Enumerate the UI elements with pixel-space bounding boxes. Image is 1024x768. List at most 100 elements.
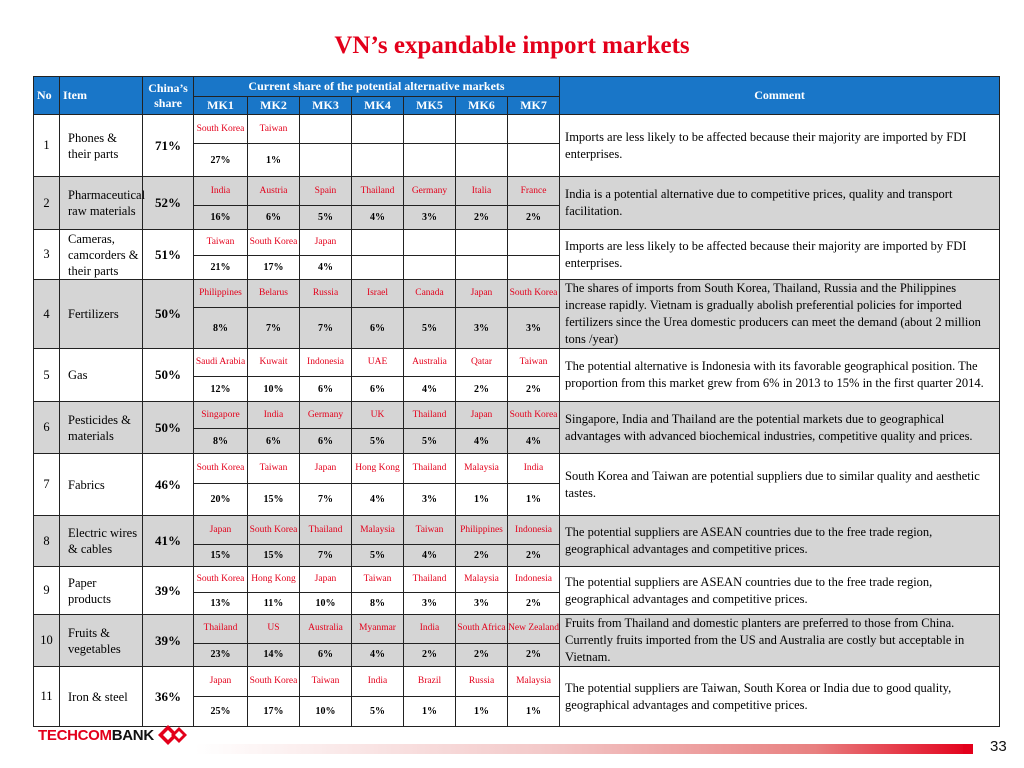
market-name-cell: South Africa xyxy=(455,614,508,644)
market-name-cell: Qatar xyxy=(455,348,508,377)
market-name-cell: Germany xyxy=(299,401,352,429)
row-number: 3 xyxy=(33,229,60,280)
row-item: Electric wires & cables xyxy=(59,515,143,567)
market-share-cell: 2% xyxy=(506,642,561,668)
market-share-cell: 3% xyxy=(403,592,456,615)
market-name-cell: Taiwan xyxy=(247,114,300,144)
row-item: Pharmaceutical raw materials xyxy=(59,176,145,230)
market-name-cell: Myanmar xyxy=(351,614,404,644)
market-name-cell: Thailand xyxy=(403,453,456,484)
market-share-cell xyxy=(403,255,456,280)
row-item: Cameras, camcorders & their parts xyxy=(59,229,143,280)
row-china-share: 51% xyxy=(142,229,194,280)
market-name-cell: Malaysia xyxy=(351,515,404,545)
row-comment: The potential alternative is Indonesia w… xyxy=(559,348,1001,402)
market-name-cell: Taiwan xyxy=(193,229,248,256)
market-name-cell: Austria xyxy=(247,176,300,206)
market-name-cell: India xyxy=(403,614,456,644)
market-share-cell xyxy=(506,143,561,177)
market-name-cell: Italia xyxy=(455,176,508,206)
market-share-cell: 21% xyxy=(193,255,248,280)
market-name-cell: India xyxy=(506,453,561,484)
market-name-cell xyxy=(403,114,456,144)
market-share-cell xyxy=(403,143,456,177)
market-share-cell: 7% xyxy=(299,483,352,516)
row-number: 2 xyxy=(33,176,60,230)
market-share-cell: 10% xyxy=(299,696,352,727)
market-share-cell: 17% xyxy=(247,696,300,727)
market-name-cell: South Korea xyxy=(247,515,300,545)
row-item: Phones & their parts xyxy=(59,114,143,177)
market-share-cell: 4% xyxy=(351,642,404,668)
row-comment: Imports are less likely to be affected b… xyxy=(559,229,1001,280)
row-item: Pesticides & materials xyxy=(59,401,143,454)
market-share-cell: 27% xyxy=(193,143,248,177)
header-item: Item xyxy=(59,76,143,115)
market-name-cell: India xyxy=(193,176,248,206)
row-item: Fabrics xyxy=(59,453,143,516)
market-share-cell: 5% xyxy=(351,544,404,567)
market-name-cell: South Korea xyxy=(193,566,248,593)
page-number: 33 xyxy=(990,738,1007,755)
row-china-share: 50% xyxy=(142,348,194,402)
market-share-cell: 2% xyxy=(506,205,561,230)
market-name-cell: Malaysia xyxy=(506,666,561,697)
market-share-cell: 3% xyxy=(403,205,456,230)
market-share-cell: 6% xyxy=(299,642,352,668)
row-item: Gas xyxy=(59,348,143,402)
market-share-cell: 15% xyxy=(193,544,248,567)
market-name-cell: Indonesia xyxy=(506,515,561,545)
market-share-cell: 7% xyxy=(247,307,300,349)
market-share-cell: 13% xyxy=(193,592,248,615)
market-name-cell: Thailand xyxy=(403,566,456,593)
market-name-cell: Taiwan xyxy=(506,348,561,377)
market-name-cell xyxy=(506,229,561,256)
market-share-cell xyxy=(299,143,352,177)
slide-title: VN’s expandable import markets xyxy=(334,32,690,59)
row-china-share: 39% xyxy=(142,566,194,615)
market-name-cell: New Zealand xyxy=(506,614,561,644)
row-item: Fruits & vegetables xyxy=(59,614,143,667)
header-mk6: MK6 xyxy=(455,96,508,115)
market-name-cell: South Korea xyxy=(247,229,300,256)
market-name-cell xyxy=(455,114,508,144)
market-name-cell: Malaysia xyxy=(455,453,508,484)
market-share-cell: 4% xyxy=(403,376,456,402)
market-name-cell: Taiwan xyxy=(351,566,404,593)
market-share-cell: 8% xyxy=(193,307,248,349)
row-number: 4 xyxy=(33,279,60,349)
market-name-cell: Indonesia xyxy=(299,348,352,377)
market-share-cell: 5% xyxy=(299,205,352,230)
market-name-cell: South Korea xyxy=(193,114,248,144)
market-share-cell: 3% xyxy=(403,483,456,516)
header-no: No xyxy=(33,76,60,115)
row-item: Fertilizers xyxy=(59,279,143,349)
market-name-cell: Japan xyxy=(455,401,508,429)
market-share-cell: 8% xyxy=(193,428,248,454)
row-china-share: 46% xyxy=(142,453,194,516)
market-name-cell: Russia xyxy=(455,666,508,697)
import-markets-table: No Item China’s share Current share of t… xyxy=(33,76,1001,727)
market-name-cell: South Korea xyxy=(247,666,300,697)
market-share-cell: 11% xyxy=(247,592,300,615)
market-share-cell: 6% xyxy=(299,376,352,402)
row-china-share: 41% xyxy=(142,515,194,567)
market-share-cell: 5% xyxy=(403,428,456,454)
row-china-share: 50% xyxy=(142,279,194,349)
logo-text-part1: TECHCOM xyxy=(38,726,112,744)
header-market-group: Current share of the potential alternati… xyxy=(192,76,561,97)
market-share-cell: 10% xyxy=(247,376,300,402)
row-comment: Fruits from Thailand and domestic plante… xyxy=(559,614,1001,667)
row-comment: The shares of imports from South Korea, … xyxy=(559,279,1001,349)
market-name-cell: Belarus xyxy=(247,278,300,309)
header-china-share: China’s share xyxy=(142,76,194,115)
market-share-cell: 2% xyxy=(455,544,508,567)
header-mk2: MK2 xyxy=(247,96,300,115)
market-name-cell: India xyxy=(351,666,404,697)
market-share-cell: 8% xyxy=(351,592,404,615)
market-share-cell: 25% xyxy=(193,696,248,727)
market-share-cell: 2% xyxy=(506,592,561,615)
row-item: Iron & steel xyxy=(59,666,143,727)
market-name-cell xyxy=(351,229,404,256)
row-number: 8 xyxy=(33,515,60,567)
